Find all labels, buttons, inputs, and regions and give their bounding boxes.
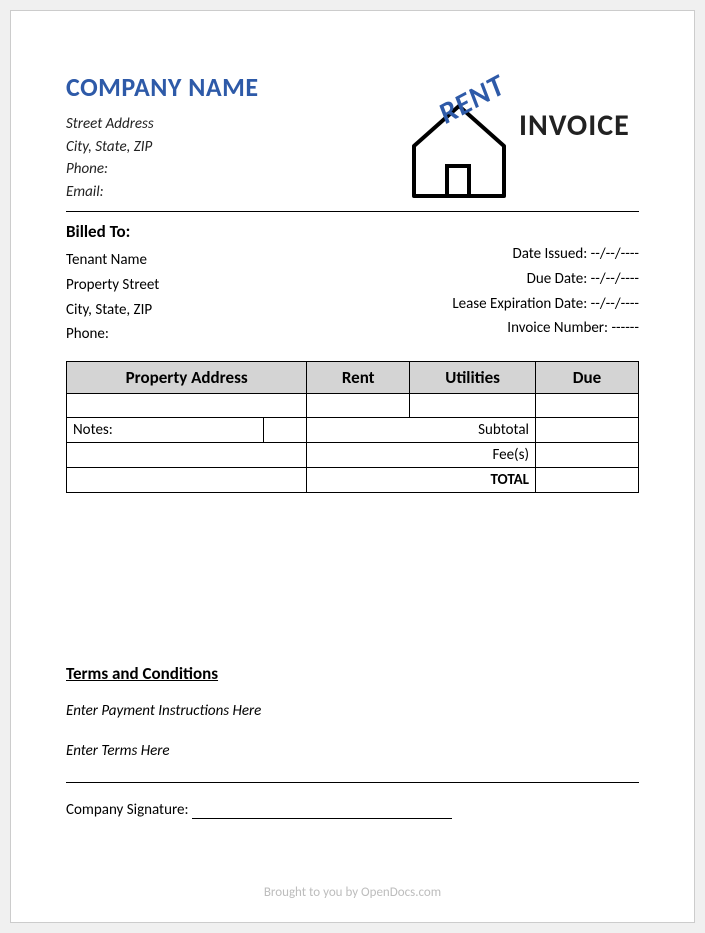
cell-property[interactable] — [67, 394, 307, 418]
cell-due[interactable] — [536, 394, 639, 418]
invoice-page: COMPANY NAME Street Address City, State,… — [10, 10, 695, 923]
notes-label: Notes: — [67, 418, 264, 443]
footer-credit: Brought to you by OpenDocs.com — [11, 885, 694, 900]
col-rent: Rent — [307, 362, 410, 394]
company-name: COMPANY NAME — [66, 71, 379, 103]
company-street: Street Address — [66, 113, 379, 136]
table-notes-row: Notes: Subtotal — [67, 418, 639, 443]
fees-value[interactable] — [536, 443, 639, 468]
cell-rent[interactable] — [307, 394, 410, 418]
table-data-row — [67, 394, 639, 418]
col-utilities: Utilities — [410, 362, 536, 394]
invoice-number: Invoice Number: ------ — [452, 316, 639, 341]
payment-instructions[interactable]: Enter Payment Instructions Here — [66, 702, 639, 720]
terms-text[interactable]: Enter Terms Here — [66, 742, 639, 760]
signature-label: Company Signature: — [66, 801, 188, 819]
fees-label: Fee(s) — [307, 443, 536, 468]
notes-cont-2[interactable] — [67, 468, 307, 493]
company-email: Email: — [66, 181, 379, 204]
total-label: TOTAL — [307, 468, 536, 493]
billed-phone: Phone: — [66, 322, 159, 347]
billed-row: Billed To: Tenant Name Property Street C… — [66, 218, 639, 347]
col-property-address: Property Address — [67, 362, 307, 394]
terms-divider — [66, 782, 639, 783]
table-header-row: Property Address Rent Utilities Due — [67, 362, 639, 394]
notes-value[interactable] — [264, 418, 307, 443]
property-street: Property Street — [66, 273, 159, 298]
header-divider — [66, 211, 639, 212]
subtotal-value[interactable] — [536, 418, 639, 443]
signature-row: Company Signature: — [66, 801, 639, 819]
company-block: COMPANY NAME Street Address City, State,… — [66, 71, 379, 203]
logo-block: RENT INVOICE — [379, 71, 639, 201]
subtotal-label: Subtotal — [307, 418, 536, 443]
notes-cont-1[interactable] — [67, 443, 307, 468]
invoice-label: INVOICE — [519, 107, 630, 144]
invoice-meta-block: Date Issued: --/--/---- Due Date: --/--/… — [452, 218, 639, 347]
table-fees-row: Fee(s) — [67, 443, 639, 468]
table-total-row: TOTAL — [67, 468, 639, 493]
terms-section: Terms and Conditions Enter Payment Instr… — [66, 663, 639, 819]
billed-to-title: Billed To: — [66, 218, 159, 246]
header-row: COMPANY NAME Street Address City, State,… — [66, 71, 639, 203]
invoice-table: Property Address Rent Utilities Due Note… — [66, 361, 639, 493]
due-date: Due Date: --/--/---- — [452, 267, 639, 292]
billed-to-block: Billed To: Tenant Name Property Street C… — [66, 218, 159, 347]
company-city: City, State, ZIP — [66, 136, 379, 159]
cell-utilities[interactable] — [410, 394, 536, 418]
lease-expiration: Lease Expiration Date: --/--/---- — [452, 292, 639, 317]
signature-line[interactable] — [192, 818, 452, 819]
tenant-name: Tenant Name — [66, 248, 159, 273]
date-issued: Date Issued: --/--/---- — [452, 242, 639, 267]
col-due: Due — [536, 362, 639, 394]
billed-city: City, State, ZIP — [66, 298, 159, 323]
total-value[interactable] — [536, 468, 639, 493]
terms-title: Terms and Conditions — [66, 663, 639, 684]
company-phone: Phone: — [66, 158, 379, 181]
